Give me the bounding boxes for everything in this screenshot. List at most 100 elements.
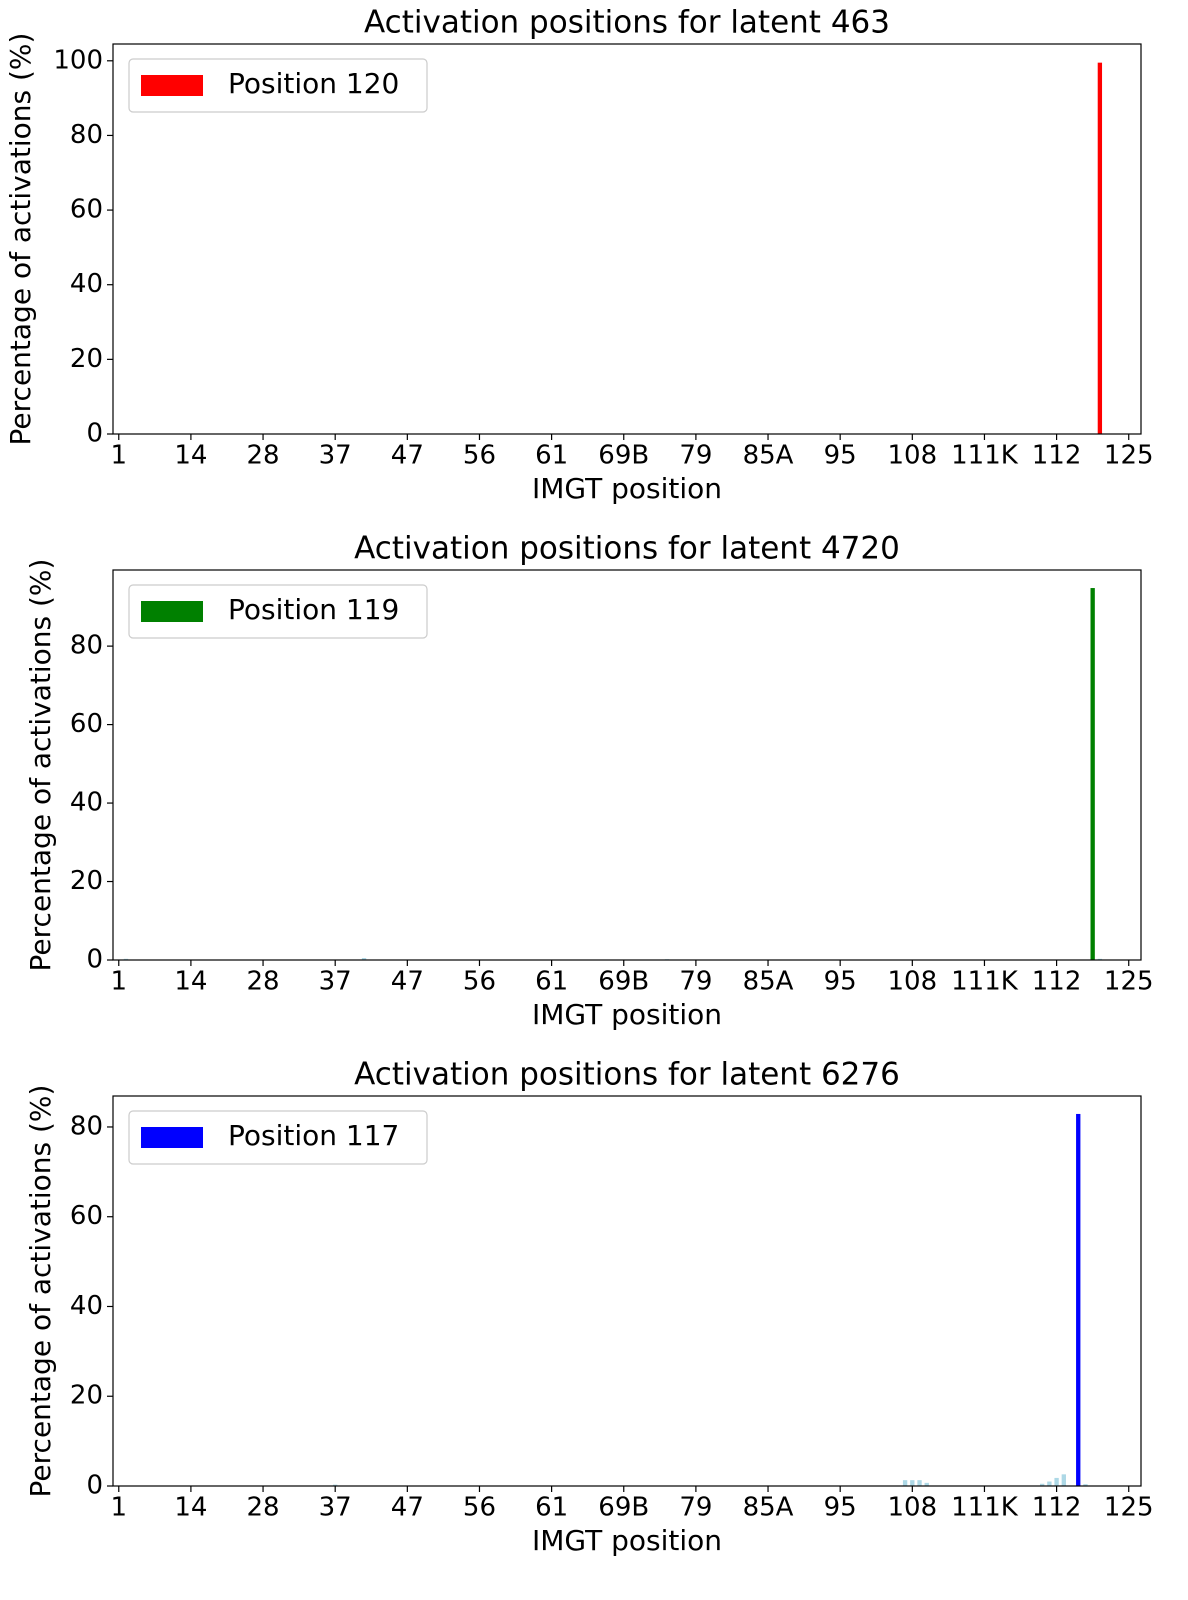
chart-title: Activation positions for latent 4720 [354,531,900,567]
chart-title: Activation positions for latent 6276 [354,1057,900,1093]
y-tick-label: 40 [70,1291,103,1321]
x-tick-label: 47 [391,967,424,997]
legend: Position 119 [128,584,428,639]
y-tick-label: 20 [70,1381,103,1411]
x-tick-label: 1 [110,967,127,997]
legend-box [128,584,428,639]
x-tick-label: 79 [679,441,712,471]
bar [361,958,367,960]
y-tick-label: 40 [70,269,103,299]
x-tick-label: 95 [824,1493,857,1523]
x-tick-label: 125 [1104,1493,1154,1523]
bar [333,1484,338,1486]
x-tick-label: 61 [535,441,568,471]
bar [1097,62,1103,435]
y-tick-label: 80 [70,631,103,661]
x-tick-label: 112 [1032,441,1082,471]
y-tick-label: 80 [70,1111,103,1141]
y-tick-label: 60 [70,1201,103,1231]
x-tick-label: 69B [598,1493,649,1523]
subplot: Activation positions for latent 6276 0 20 4… [24,1057,1154,1558]
legend: Position 117 [128,1110,428,1165]
legend-swatch [141,1127,203,1148]
x-tick-label: 111K [951,967,1019,997]
x-tick-label: 69B [598,967,649,997]
bar [1054,1477,1059,1486]
x-tick-label: 56 [463,967,496,997]
x-tick-label: 56 [463,1493,496,1523]
x-tick-label: 111K [951,441,1019,471]
y-tick-label: 100 [53,45,103,75]
y-tick-label: 80 [70,120,103,150]
bar [1047,1481,1052,1486]
bar [1040,1483,1045,1486]
chart-title: Activation positions for latent 463 [364,5,890,41]
bar [902,1480,908,1486]
x-tick-label: 79 [679,1493,712,1523]
x-axis-label: IMGT position [532,472,722,505]
y-tick-label: 60 [70,709,103,739]
legend-box [128,1110,428,1165]
x-tick-label: 61 [535,967,568,997]
x-tick-label: 37 [319,967,352,997]
y-tick-label: 0 [86,945,103,975]
x-tick-label: 112 [1032,967,1082,997]
x-tick-label: 95 [824,441,857,471]
x-tick-label: 28 [247,1493,280,1523]
legend-label: Position 117 [228,1119,399,1152]
x-tick-label: 14 [174,1493,207,1523]
bar [1076,1113,1081,1486]
bar [917,1480,922,1486]
x-tick-label: 85A [743,1493,794,1523]
x-tick-label: 47 [391,441,424,471]
axes-frame [112,569,1142,961]
x-tick-label: 69B [598,441,649,471]
x-tick-label: 14 [174,441,207,471]
x-tick-label: 61 [535,1493,568,1523]
x-tick-label: 108 [887,441,937,471]
y-tick-label: 20 [70,344,103,374]
legend: Position 120 [128,58,428,113]
x-tick-label: 37 [319,441,352,471]
legend-label: Position 119 [228,593,399,626]
x-tick-label: 125 [1104,441,1154,471]
bar [910,1480,915,1486]
x-tick-label: 1 [110,1493,127,1523]
x-tick-label: 95 [824,967,857,997]
x-tick-label: 112 [1032,1493,1082,1523]
x-tick-label: 111K [951,1493,1019,1523]
legend-label: Position 120 [228,67,399,100]
bar [924,1482,929,1486]
y-axis-label: Percentage of activations (%) [24,559,57,972]
subplot: Activation positions for latent 463 0 20 40… [4,5,1154,506]
bar [1083,1484,1088,1486]
x-tick-label: 108 [887,1493,937,1523]
bar [1061,1474,1066,1486]
y-tick-label: 0 [86,1471,103,1501]
x-tick-label: 1 [110,441,127,471]
y-axis-label: Percentage of activations (%) [24,1085,57,1498]
x-tick-label: 56 [463,441,496,471]
x-tick-label: 125 [1104,967,1154,997]
subplot: Activation positions for latent 4720 0 20 4… [24,531,1154,1032]
axes-frame [112,43,1142,435]
y-tick-label: 40 [70,788,103,818]
x-tick-label: 28 [247,441,280,471]
x-tick-label: 47 [391,1493,424,1523]
x-tick-label: 14 [174,967,207,997]
x-axis-label: IMGT position [532,1524,722,1557]
legend-swatch [141,601,203,622]
y-tick-label: 60 [70,195,103,225]
legend-swatch [141,75,203,96]
x-tick-label: 85A [743,967,794,997]
x-axis-label: IMGT position [532,998,722,1031]
y-axis-label: Percentage of activations (%) [4,33,37,446]
y-tick-label: 0 [86,419,103,449]
bar [1090,588,1095,960]
legend-box [128,58,428,113]
x-tick-label: 85A [743,441,794,471]
x-tick-label: 108 [887,967,937,997]
x-tick-label: 37 [319,1493,352,1523]
y-tick-label: 20 [70,866,103,896]
